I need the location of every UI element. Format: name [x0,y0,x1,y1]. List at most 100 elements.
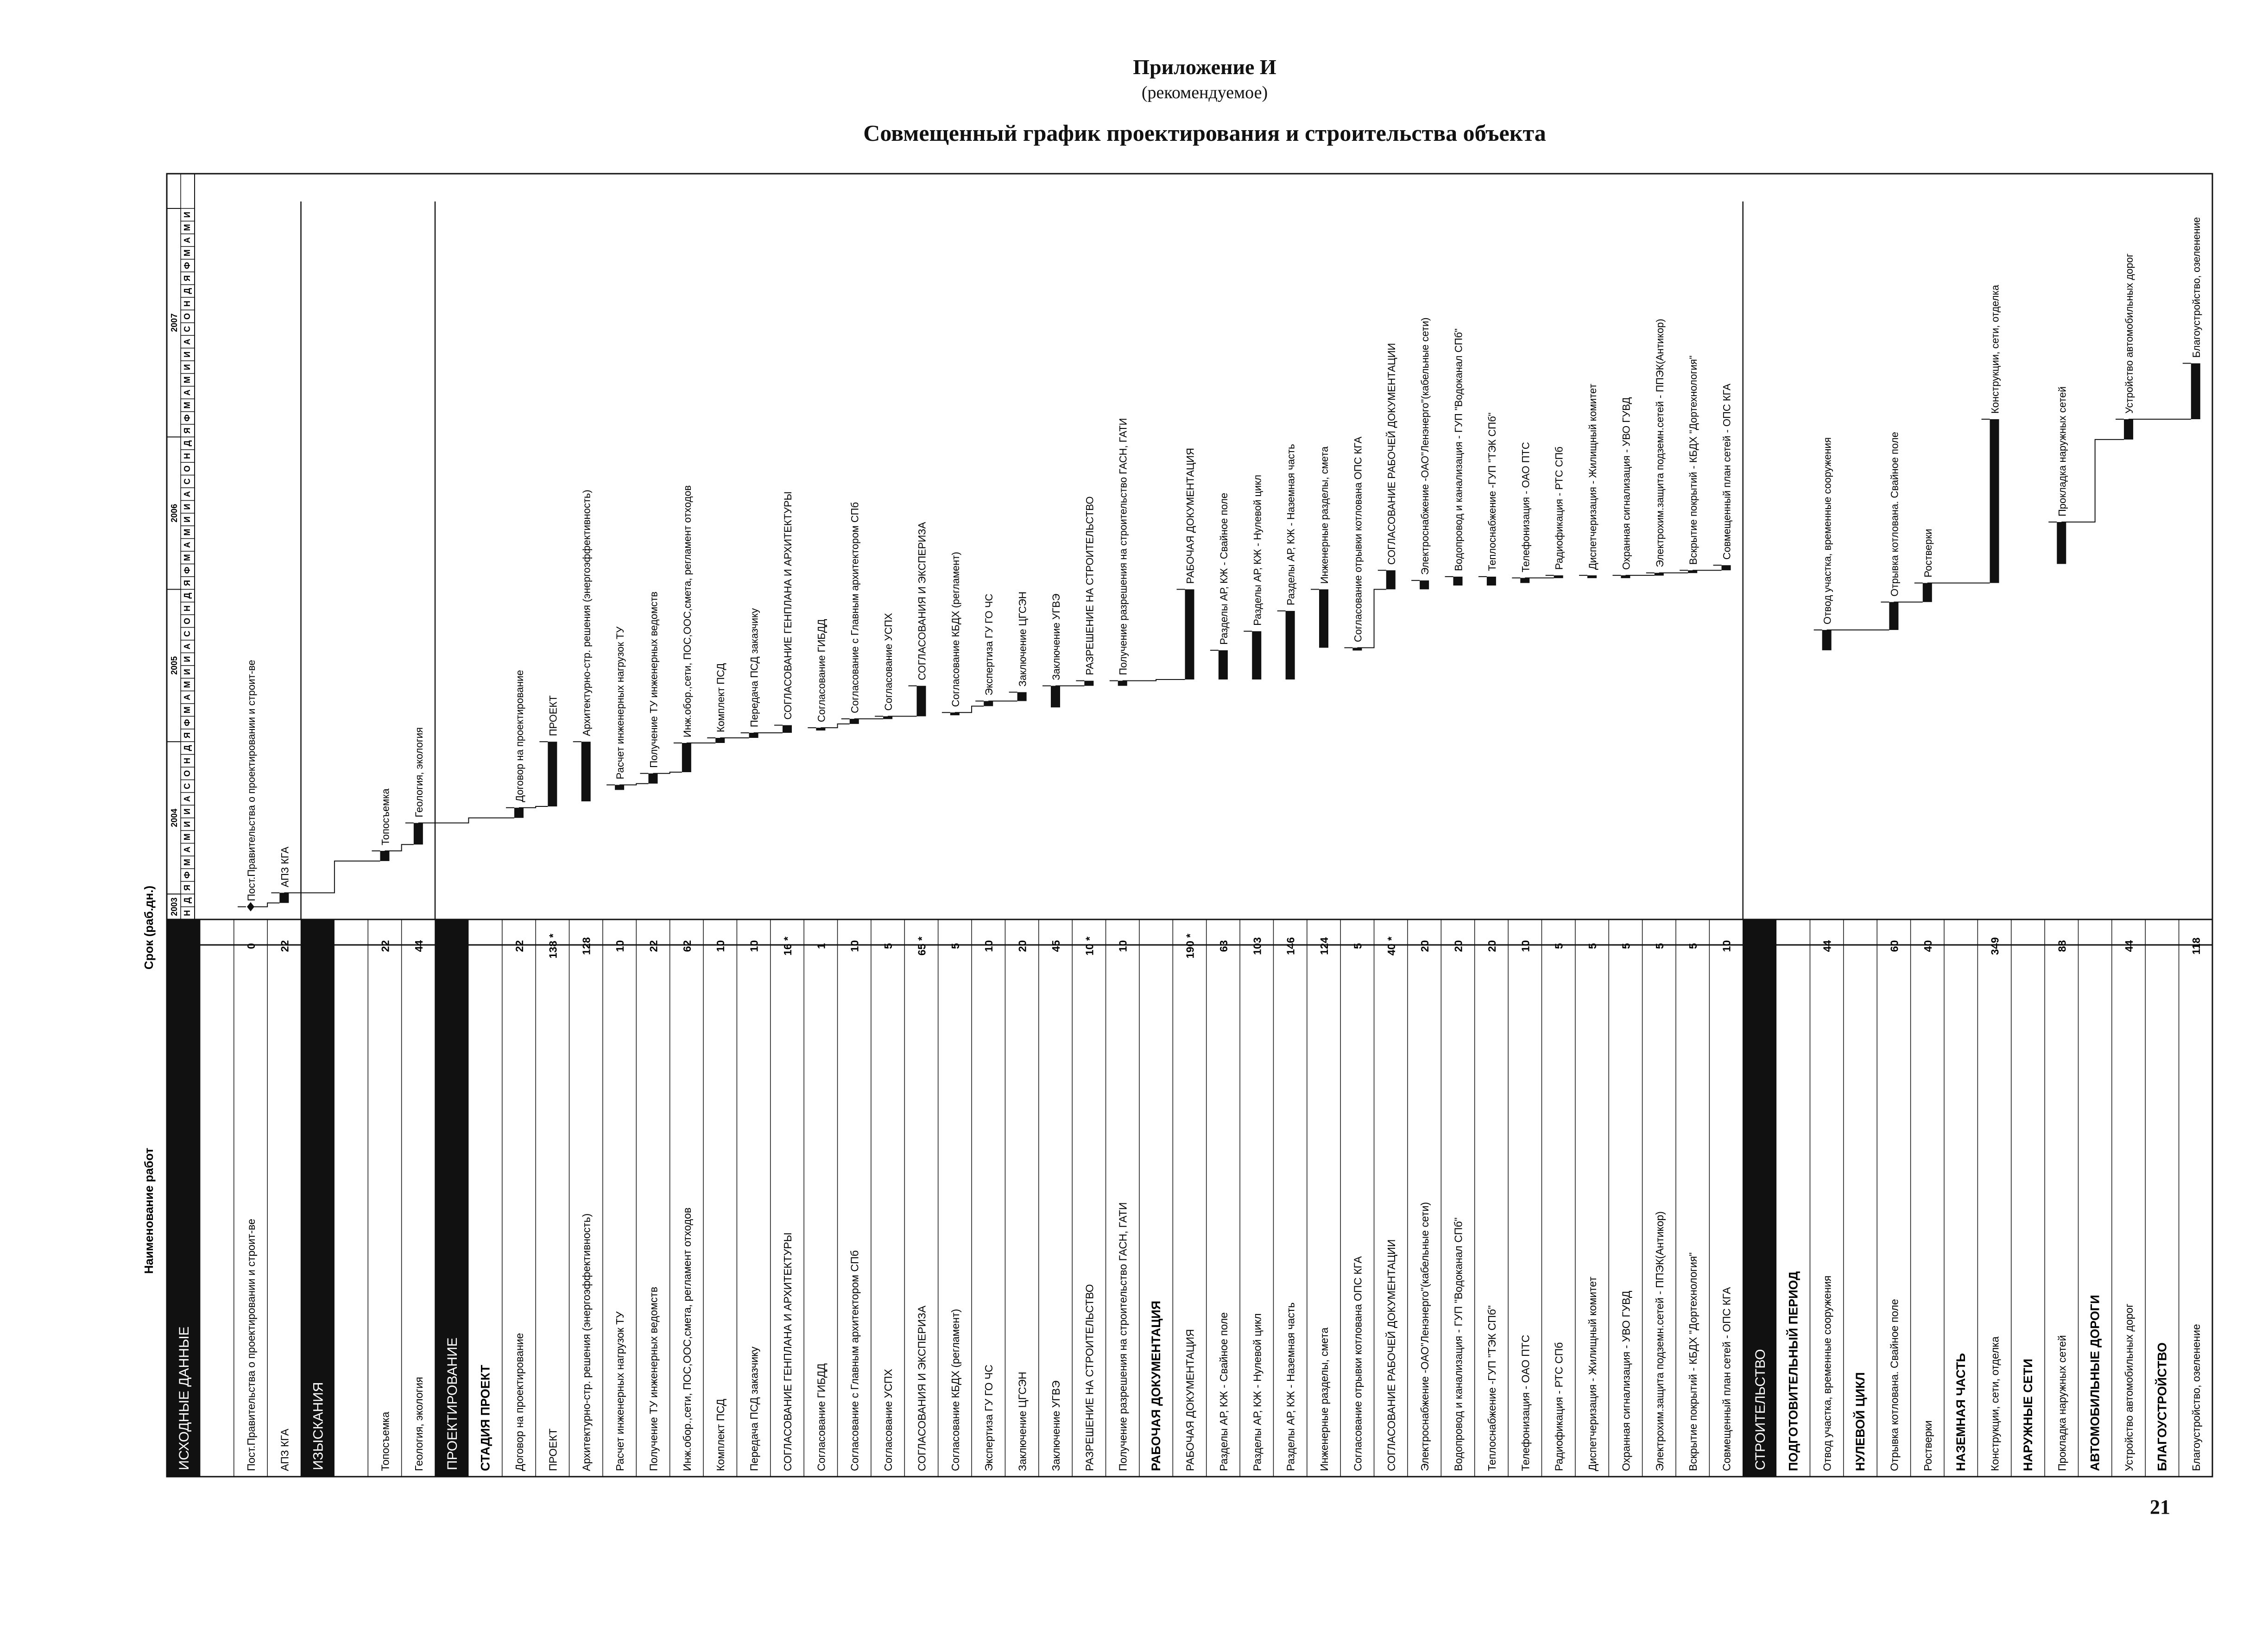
task-bar [1319,589,1329,648]
month-label: А [183,237,192,243]
task-bar-label: РАБОЧАЯ ДОКУМЕНТАЦИЯ [1185,448,1196,584]
month-label: Н [183,301,192,307]
month-label: М [183,554,192,561]
year-label: 2006 [170,504,179,522]
dependency-line [821,723,850,729]
task-name: Согласование с Главным архитектором СПб [849,1250,861,1471]
month-label: М [183,706,192,713]
month-label: С [183,326,192,332]
month-label: И [183,821,192,827]
section-band-duration [1743,919,1777,945]
task-bar-label: Согласование УСПХ [883,613,894,711]
month-label: М [183,224,192,231]
task-duration: 10 [614,940,626,952]
month-label: М [183,529,192,535]
month-label: И [183,656,192,662]
task-bar-label: Охранная сигнализация - УВО ГУВД [1620,397,1632,570]
task-duration: 1 [815,943,827,949]
section-band [435,945,469,1477]
task-duration: 62 [681,940,693,952]
month-label: Н [183,758,192,764]
task-bar [1218,650,1228,680]
task-bar [648,773,658,784]
group-label: СТАДИЯ ПРОЕКТ [479,1365,493,1471]
task-bar-label: Теплоснабжение -ГУП "ТЭК СПб" [1486,413,1498,571]
dependency-line [250,902,280,907]
task-bar [715,738,725,743]
task-bar-label: Получение разрешения на строительство ГА… [1118,418,1129,675]
task-name: Расчет инженерных нагрузок ТУ [614,1311,626,1471]
month-label: О [183,770,192,777]
task-name: Геология, экология [413,1377,425,1471]
task-bar-label: РАЗРЕШЕНИЕ НА СТРОИТЕЛЬСТВО [1084,497,1095,675]
task-bar [1486,576,1496,586]
group-label: ПОДГОТОВИТЕЛЬНЫЙ ПЕРИОД [1786,1271,1800,1471]
task-bar-label: Отвод участка, временные сооружения [1822,437,1833,624]
month-label: Д [183,440,192,447]
task-bar [1922,583,1932,602]
task-bar [1050,686,1060,708]
task-duration: 10 [983,940,995,952]
task-bar [1453,576,1463,586]
year-label: 2005 [170,656,179,675]
month-label: А [183,847,192,853]
task-name: Архитектурно-стр. решения (энергоэффекти… [581,1214,593,1471]
task-name: Согласование отрывки котлована ОПС КГА [1352,1256,1364,1471]
month-label: О [183,618,192,624]
month-label: А [183,491,192,497]
task-duration: 16 * [782,937,794,956]
month-label: Д [183,288,192,294]
task-name: СОГЛАСОВАНИЕ РАБОЧЕЙ ДОКУМЕНТАЦИИ [1385,1240,1397,1471]
task-name: Договор на проектирование [513,1333,525,1471]
task-bar [1352,648,1362,651]
dependency-line [619,783,649,786]
task-bar [782,725,792,733]
table-frame [166,173,2213,1478]
section-label: ПРОЕКТИРОВАНИЕ [445,1337,460,1470]
task-name: Топосъемка [379,1412,391,1471]
task-bar [1554,575,1563,579]
year-label: 2007 [170,314,179,332]
task-duration: 20 [1419,940,1431,952]
task-name: Конструкции, сети, отделка [1989,1336,2001,1471]
task-bar [548,742,557,807]
task-bar-label: ПРОЕКТ [547,695,559,736]
task-duration: 146 [1285,937,1297,955]
task-bar-label: Радиофикация - РТС СПб [1554,447,1565,570]
task-name: Диспетчеризация - Жилищный комитет [1586,1277,1598,1471]
appendix-subtitle: (рекомендуемое) [1141,83,1268,102]
month-label: И [183,809,192,815]
task-name: Электрохим.защита подземн.сетей - ППЭК(А… [1654,1211,1666,1471]
task-duration: 190 * [1184,934,1196,959]
month-label: Ф [183,719,192,726]
task-duration: 10 [849,940,861,952]
task-name: Отрывка котлована. Свайное поле [1888,1299,1900,1471]
section-label: ИСХОДНЫЕ ДАННЫЕ [177,1327,192,1470]
task-name: Вскрытие покрытий - КБДХ "Дортехнология" [1687,1252,1699,1471]
page-number: 21 [2150,1496,2170,1518]
month-label: С [183,631,192,637]
task-bar-label: Водопровод и канализация - ГУП "Водокана… [1453,328,1465,571]
task-bar-label: Устройство автомобильных дорог [2123,253,2135,414]
task-bar-label: Телефонизация - ОАО ПТС [1520,442,1531,573]
task-duration: 138 * [547,934,559,959]
task-bar [1721,565,1731,571]
task-duration: 124 [1318,937,1330,955]
task-bar-label: Ростверки [1922,529,1934,578]
task-name: Ростверки [1922,1420,1934,1471]
month-label: А [183,390,192,396]
month-label: Я [183,428,192,434]
task-bar [1990,419,1999,583]
task-bar [2057,522,2066,564]
task-name: СОГЛАСОВАНИЯ И ЭКСПЕРИЗА [916,1305,928,1471]
task-name: РАЗРЕШЕНИЕ НА СТРОИТЕЛЬСТВО [1083,1284,1095,1471]
section-band-duration [167,919,201,945]
task-bar [1889,602,1899,630]
task-duration: 103 [1251,937,1263,955]
col-name-header: Наименование работ [142,1148,156,1274]
section-band-duration [435,919,469,945]
appendix-title: Приложение И [1133,55,1276,79]
task-name: Телефонизация - ОАО ПТС [1519,1335,1531,1471]
task-bar-label: АПЗ КГА [279,847,291,887]
